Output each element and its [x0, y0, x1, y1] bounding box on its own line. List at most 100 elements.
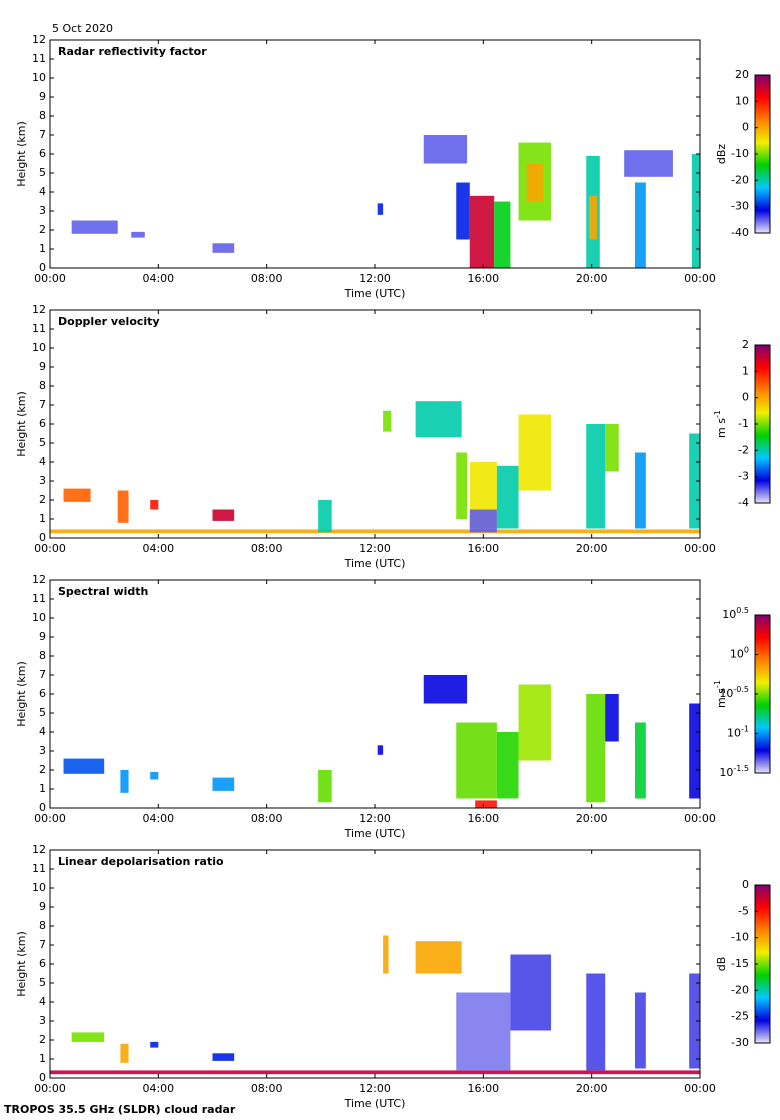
colorbar-tick-label: -25 [731, 1010, 749, 1023]
colorbar-tick-label: 2 [742, 338, 749, 351]
echo-cell [586, 973, 606, 1071]
y-tick-label: 1 [39, 1052, 46, 1065]
echo-cell [494, 201, 511, 268]
colorbar-tick-label: -10 [731, 931, 749, 944]
y-tick-label: 0 [39, 1071, 46, 1084]
x-tick-label: 08:00 [251, 812, 283, 825]
y-tick-label: 0 [39, 531, 46, 544]
echo-cell [588, 195, 598, 240]
x-tick-label: 04:00 [142, 542, 174, 555]
y-tick-label: 1 [39, 512, 46, 525]
colorbar-tick-label: -5 [738, 904, 749, 917]
x-tick-label: 00:00 [684, 542, 716, 555]
y-axis-label: Height (km) [15, 931, 28, 997]
x-tick-label: 20:00 [576, 272, 608, 285]
echo-cell [510, 954, 552, 1031]
x-tick-label: 12:00 [359, 542, 391, 555]
x-tick-label: 12:00 [359, 1082, 391, 1095]
echo-cell [131, 231, 145, 238]
echo-cell [318, 500, 332, 533]
x-tick-label: 00:00 [34, 812, 66, 825]
y-tick-label: 3 [39, 744, 46, 757]
echo-cell [469, 509, 497, 533]
y-tick-label: 6 [39, 957, 46, 970]
echo-cell [689, 433, 700, 529]
echo-cell [635, 722, 646, 799]
echo-cell [50, 1070, 700, 1075]
y-tick-label: 10 [32, 341, 46, 354]
colorbar-tick-label: 10 [735, 94, 749, 107]
colorbar-tick-label: 0 [742, 391, 749, 404]
y-tick-label: 6 [39, 147, 46, 160]
date: 5 Oct 2020 [52, 22, 113, 35]
echo-cell [456, 182, 470, 240]
y-tick-label: 11 [32, 592, 46, 605]
panel: Radar reflectivity factor 00:00 04:00 08:00… [15, 33, 771, 300]
y-tick-label: 4 [39, 455, 46, 468]
y-tick-label: 1 [39, 242, 46, 255]
echo-cell [456, 452, 468, 519]
x-tick-label: 20:00 [576, 1082, 608, 1095]
x-tick-label: 00:00 [684, 812, 716, 825]
colorbar-tick-label: 1 [742, 364, 749, 377]
x-axis-label: Time (UTC) [344, 827, 406, 840]
echo-cell [415, 401, 462, 438]
y-tick-label: 12 [32, 303, 46, 316]
colorbar-tick-label: 0 [742, 121, 749, 134]
echo-cell [150, 500, 159, 510]
echo-cell [71, 220, 118, 234]
colorbar-tick-label: -20 [731, 173, 749, 186]
y-axis-label: Height (km) [15, 391, 28, 457]
colorbar-tick-label: 0 [742, 878, 749, 891]
echo-cell [117, 490, 129, 523]
y-tick-label: 4 [39, 725, 46, 738]
y-tick-label: 10 [32, 881, 46, 894]
echo-cell [496, 732, 519, 799]
plot-frame [49, 39, 701, 269]
y-tick-label: 4 [39, 185, 46, 198]
y-tick-label: 2 [39, 223, 46, 236]
echo-cell [212, 1053, 235, 1061]
colorbar-tick-label: 100.5 [722, 606, 749, 621]
y-axis-label: Height (km) [15, 661, 28, 727]
echo-cell [689, 973, 700, 1069]
panel-title: Linear depolarisation ratio [58, 855, 224, 868]
echo-cell [63, 488, 91, 502]
x-tick-label: 16:00 [467, 272, 499, 285]
echo-cell [635, 452, 646, 529]
y-tick-label: 4 [39, 995, 46, 1008]
y-tick-label: 5 [39, 976, 46, 989]
echo-cell [377, 203, 384, 215]
echo-cell [518, 684, 552, 761]
echo-cell [383, 410, 392, 432]
colorbar-label: m s-1 [713, 680, 728, 708]
x-tick-label: 16:00 [467, 812, 499, 825]
x-tick-label: 00:00 [684, 272, 716, 285]
y-tick-label: 5 [39, 436, 46, 449]
y-tick-label: 6 [39, 687, 46, 700]
x-axis-label: Time (UTC) [344, 557, 406, 570]
y-tick-label: 8 [39, 379, 46, 392]
colorbar-tick-label: -20 [731, 983, 749, 996]
y-tick-label: 11 [32, 52, 46, 65]
echo-cell [423, 675, 468, 704]
echo-cell [377, 745, 384, 755]
x-axis-label: Time (UTC) [344, 287, 406, 300]
echo-cell [605, 424, 619, 472]
colorbar-tick-label: -4 [738, 496, 749, 509]
colorbar-tick-label: -1 [738, 417, 749, 430]
y-tick-label: 2 [39, 1033, 46, 1046]
echo-cell [212, 243, 235, 253]
x-tick-label: 00:00 [34, 1082, 66, 1095]
x-tick-label: 00:00 [34, 272, 66, 285]
y-tick-label: 12 [32, 573, 46, 586]
x-tick-label: 16:00 [467, 542, 499, 555]
y-tick-label: 6 [39, 417, 46, 430]
echo-cell [318, 770, 332, 803]
panel-title: Radar reflectivity factor [58, 45, 207, 58]
y-tick-label: 12 [32, 843, 46, 856]
y-tick-label: 9 [39, 90, 46, 103]
y-tick-label: 8 [39, 649, 46, 662]
echo-cell [456, 992, 511, 1071]
y-tick-label: 2 [39, 493, 46, 506]
